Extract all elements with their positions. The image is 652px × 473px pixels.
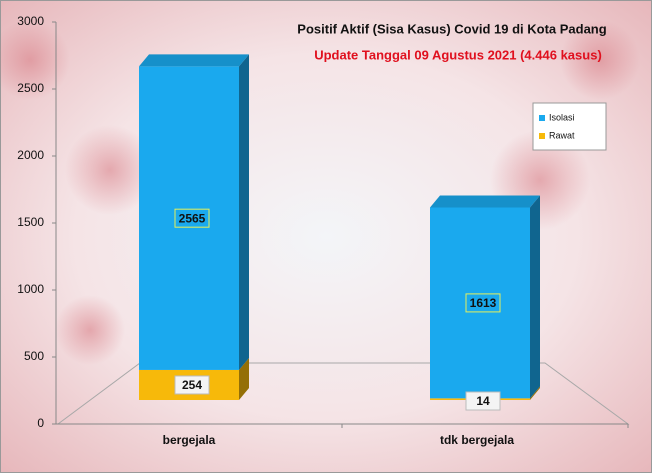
bar-side xyxy=(239,357,249,400)
legend xyxy=(532,102,607,151)
legend-swatch xyxy=(539,133,545,139)
legend-label: Isolasi xyxy=(549,112,575,122)
bar-top xyxy=(430,195,540,208)
bar-side xyxy=(530,386,540,400)
bar-side xyxy=(239,54,249,370)
data-label: 1613 xyxy=(470,296,497,310)
y-tick-label: 1000 xyxy=(17,282,44,296)
chart-title: Positif Aktif (Sisa Kasus) Covid 19 di K… xyxy=(297,21,606,36)
y-tick-label: 2500 xyxy=(17,81,44,95)
decor xyxy=(560,20,640,100)
data-label-box xyxy=(174,375,210,395)
x-tick-label: tdk bergejala xyxy=(440,433,514,447)
legend-swatch xyxy=(539,115,545,121)
data-label: 254 xyxy=(182,378,202,392)
y-tick-label: 500 xyxy=(24,349,44,363)
y-tick-label: 1500 xyxy=(17,215,44,229)
data-label-box xyxy=(465,293,501,313)
bar-top xyxy=(139,54,249,67)
data-label: 14 xyxy=(476,394,490,408)
y-tick-label: 0 xyxy=(37,416,44,430)
data-label: 2565 xyxy=(179,211,206,225)
data-label-box xyxy=(174,208,210,228)
data-label-box xyxy=(465,391,501,411)
y-tick-label: 3000 xyxy=(17,14,44,28)
decor xyxy=(65,125,155,215)
decor xyxy=(0,20,70,100)
x-tick-label: bergejala xyxy=(163,433,216,447)
decor xyxy=(55,295,125,365)
legend-label: Rawat xyxy=(549,130,575,140)
bar-side xyxy=(530,195,540,399)
y-tick-label: 2000 xyxy=(17,148,44,162)
chart-subtitle: Update Tanggal 09 Agustus 2021 (4.446 ka… xyxy=(314,47,602,62)
